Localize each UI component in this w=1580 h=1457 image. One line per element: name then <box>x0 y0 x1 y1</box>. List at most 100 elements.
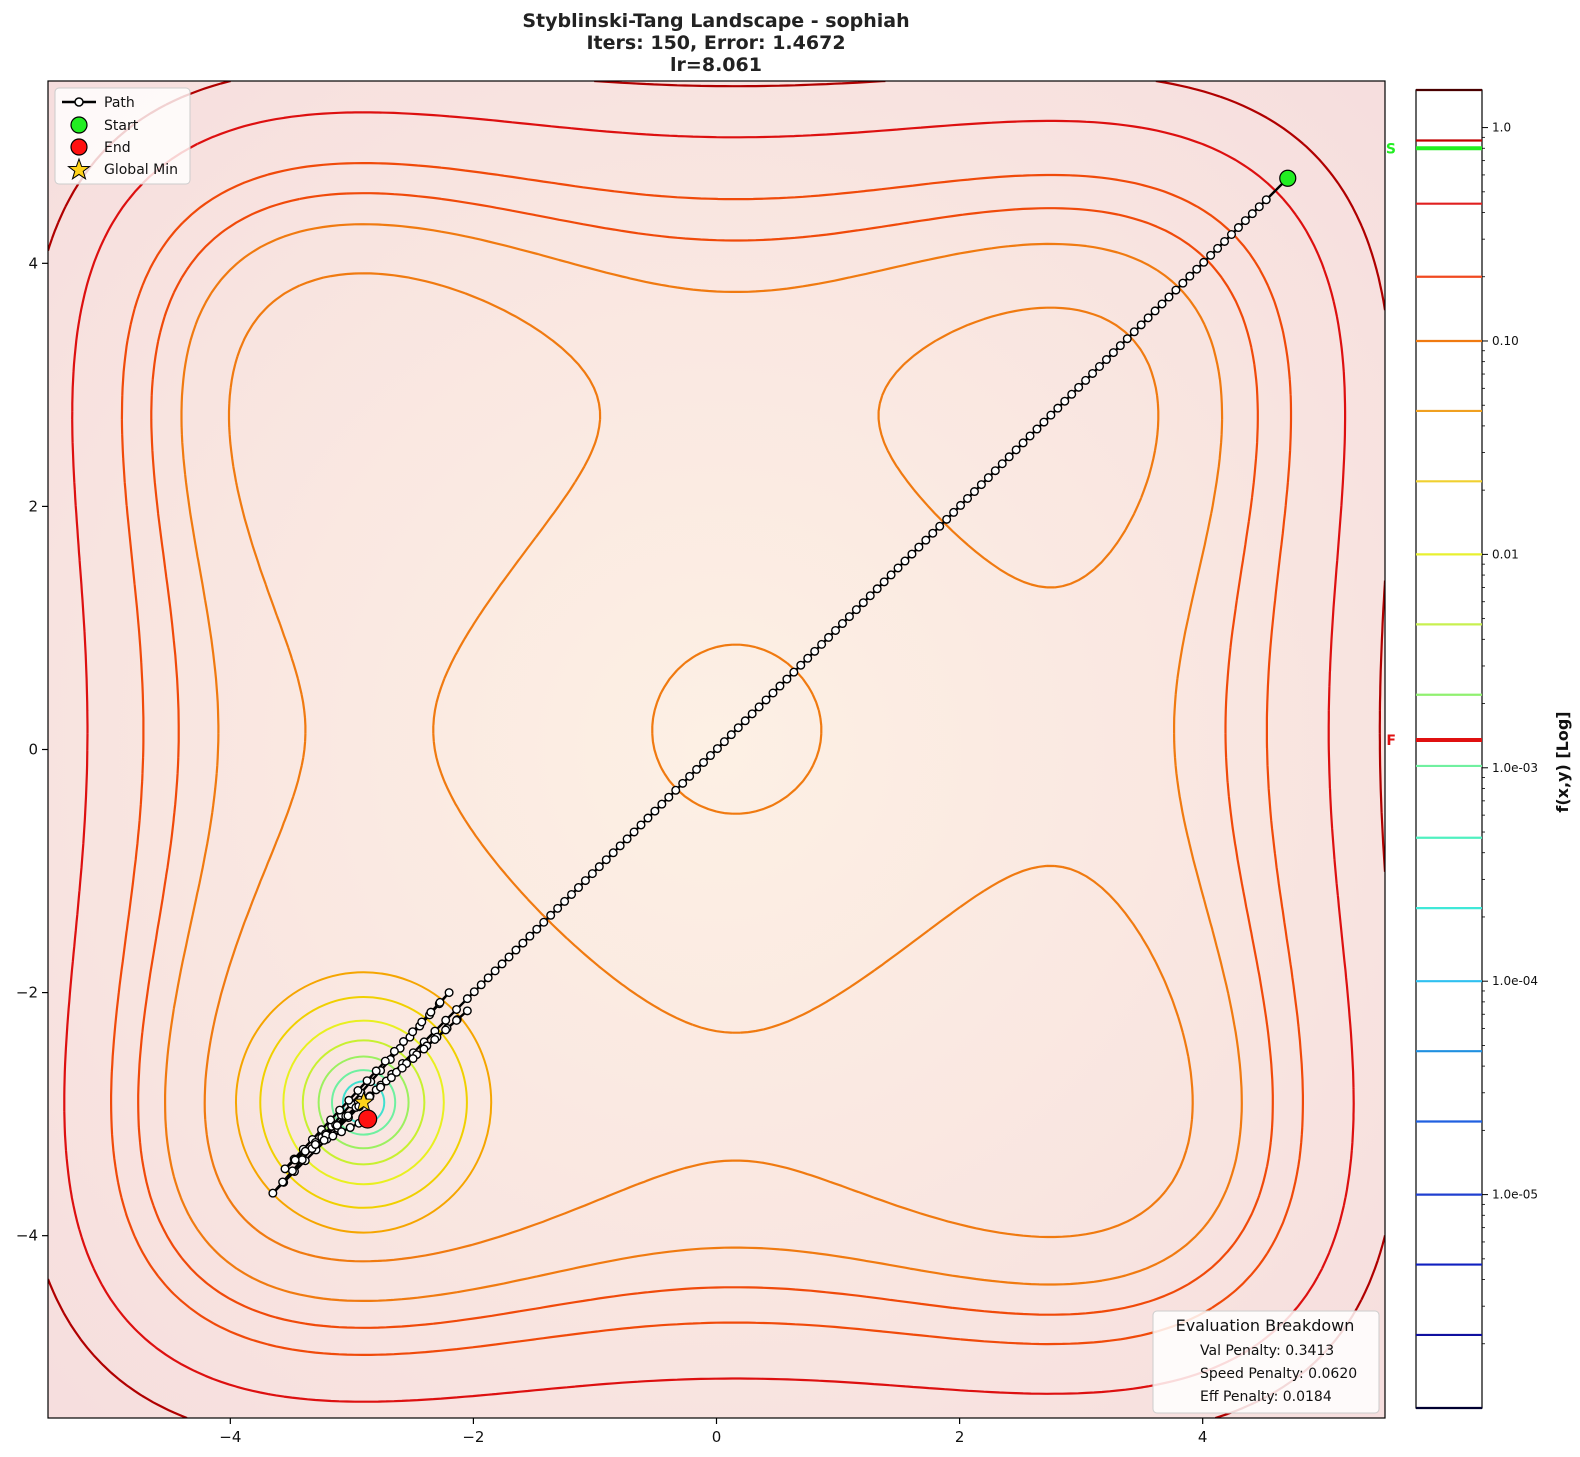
path-point-204 <box>328 1131 338 1141</box>
path-point-14 <box>1171 285 1181 295</box>
path-point-163 <box>344 1095 354 1105</box>
path-point-74 <box>754 702 764 712</box>
path-point-102 <box>560 896 570 906</box>
path-point-63 <box>831 625 841 635</box>
chart-title-line-1: Styblinski-Tang Landscape - sophiah <box>522 10 909 32</box>
path-point-87 <box>664 792 674 802</box>
path-point-152 <box>444 988 454 998</box>
path-point-116 <box>462 994 472 1004</box>
path-point-191 <box>430 1034 440 1044</box>
path-point-50 <box>921 535 931 545</box>
x-tick-label-0: −4 <box>219 1428 241 1446</box>
path-point-34 <box>1032 424 1042 434</box>
evaluation-val-penalty: Val Penalty: 0.3413 <box>1200 1343 1334 1359</box>
path-point-98 <box>587 869 597 879</box>
path-point-112 <box>490 966 500 976</box>
colorbar: 1.00.100.011.0e-031.0e-041.0e-05 SF f(x,… <box>1386 88 1572 1410</box>
evaluation-box-frame <box>1152 1310 1380 1414</box>
colorbar-frame <box>1415 89 1483 1409</box>
path-point-56 <box>879 577 889 587</box>
path-point-71 <box>775 681 785 691</box>
basin-ring-4 <box>317 1055 410 1150</box>
path-point-66 <box>810 646 820 656</box>
path-point-93 <box>622 834 632 844</box>
path-point-110 <box>504 952 514 962</box>
path-point-136 <box>287 1166 297 1176</box>
start-marker <box>1279 169 1297 187</box>
path-point-1 <box>1261 195 1271 205</box>
evaluation-title: Evaluation Breakdown <box>1176 1316 1355 1335</box>
colorbar-tick-label-5: 1.0e-05 <box>1492 1188 1538 1202</box>
path-point-80 <box>712 744 722 754</box>
legend-end-marker <box>70 138 88 156</box>
path-point-164 <box>335 1105 345 1115</box>
path-point-188 <box>462 1006 472 1016</box>
path-point-62 <box>837 619 847 629</box>
path-point-118 <box>441 1015 451 1025</box>
path-point-52 <box>907 549 917 559</box>
colorbar-ticks: 1.0 0.10 0.01 1.0e-03 1.0e-04 1.0e-05 <box>1482 121 1538 1345</box>
path-point-49 <box>928 528 938 538</box>
global-min-marker <box>352 1090 375 1112</box>
x-tick-label-4: 4 <box>1198 1428 1208 1446</box>
path-point-156 <box>408 1027 418 1037</box>
path-point-65 <box>817 639 827 649</box>
path-point-103 <box>553 903 563 913</box>
y-tick-label-2: 0 <box>28 741 38 759</box>
colorbar-tick-label-3: 1.0e-03 <box>1492 761 1538 775</box>
path-point-199 <box>343 1111 353 1121</box>
path-point-202 <box>310 1140 320 1150</box>
end-marker <box>358 1109 378 1129</box>
path-point-153 <box>435 997 445 1007</box>
path-point-44 <box>963 493 973 503</box>
path-point-26 <box>1088 368 1098 378</box>
path-point-55 <box>886 570 896 580</box>
path-point-40 <box>990 466 1000 476</box>
x-axis: −4 −2 0 2 4 <box>219 1418 1207 1446</box>
path-point-24 <box>1101 355 1111 365</box>
path-point-104 <box>546 910 556 920</box>
colorbar-tick-label-2: 0.01 <box>1492 547 1519 561</box>
path-point-22 <box>1115 341 1125 351</box>
path-point-61 <box>844 612 854 622</box>
colorbar-markers: SF <box>1386 141 1482 749</box>
path-point-77 <box>733 723 743 733</box>
path-point-114 <box>476 980 486 990</box>
path-point-99 <box>580 876 590 886</box>
colorbar-tick-label-0: 1.0 <box>1492 121 1511 135</box>
path-point-27 <box>1081 375 1091 385</box>
y-tick-label-4: 4 <box>28 254 38 272</box>
path-point-8 <box>1213 243 1223 253</box>
contour-line-3 <box>137 192 1274 1329</box>
path-point-194 <box>397 1063 407 1073</box>
path-point-106 <box>532 924 542 934</box>
path-point-107 <box>525 931 535 941</box>
path-point-89 <box>650 806 660 816</box>
legend-label-path: Path <box>104 95 135 111</box>
path-point-17 <box>1150 306 1160 316</box>
path-point-95 <box>608 848 618 858</box>
legend-start-marker <box>70 116 88 134</box>
path-point-46 <box>949 507 959 517</box>
path-point-108 <box>518 938 528 948</box>
path-point-18 <box>1143 313 1153 323</box>
path-point-10 <box>1199 257 1209 267</box>
path-point-20 <box>1129 327 1139 337</box>
path-point-157 <box>399 1037 409 1047</box>
x-tick-label-1: −2 <box>462 1428 484 1446</box>
path-point-192 <box>419 1044 429 1054</box>
path-point-39 <box>997 459 1007 469</box>
path-point-162 <box>353 1086 363 1096</box>
path-point-160 <box>371 1066 381 1076</box>
path-point-115 <box>469 987 479 997</box>
contour-line-5 <box>203 272 1194 1263</box>
path-point-134 <box>268 1188 278 1198</box>
path-point-94 <box>615 841 625 851</box>
path-point-206 <box>345 1123 355 1133</box>
basin-ring-5 <box>330 1069 397 1136</box>
path-point-83 <box>692 764 702 774</box>
path-point-117 <box>452 1004 462 1014</box>
path-point-159 <box>380 1056 390 1066</box>
path-point-32 <box>1046 410 1056 420</box>
